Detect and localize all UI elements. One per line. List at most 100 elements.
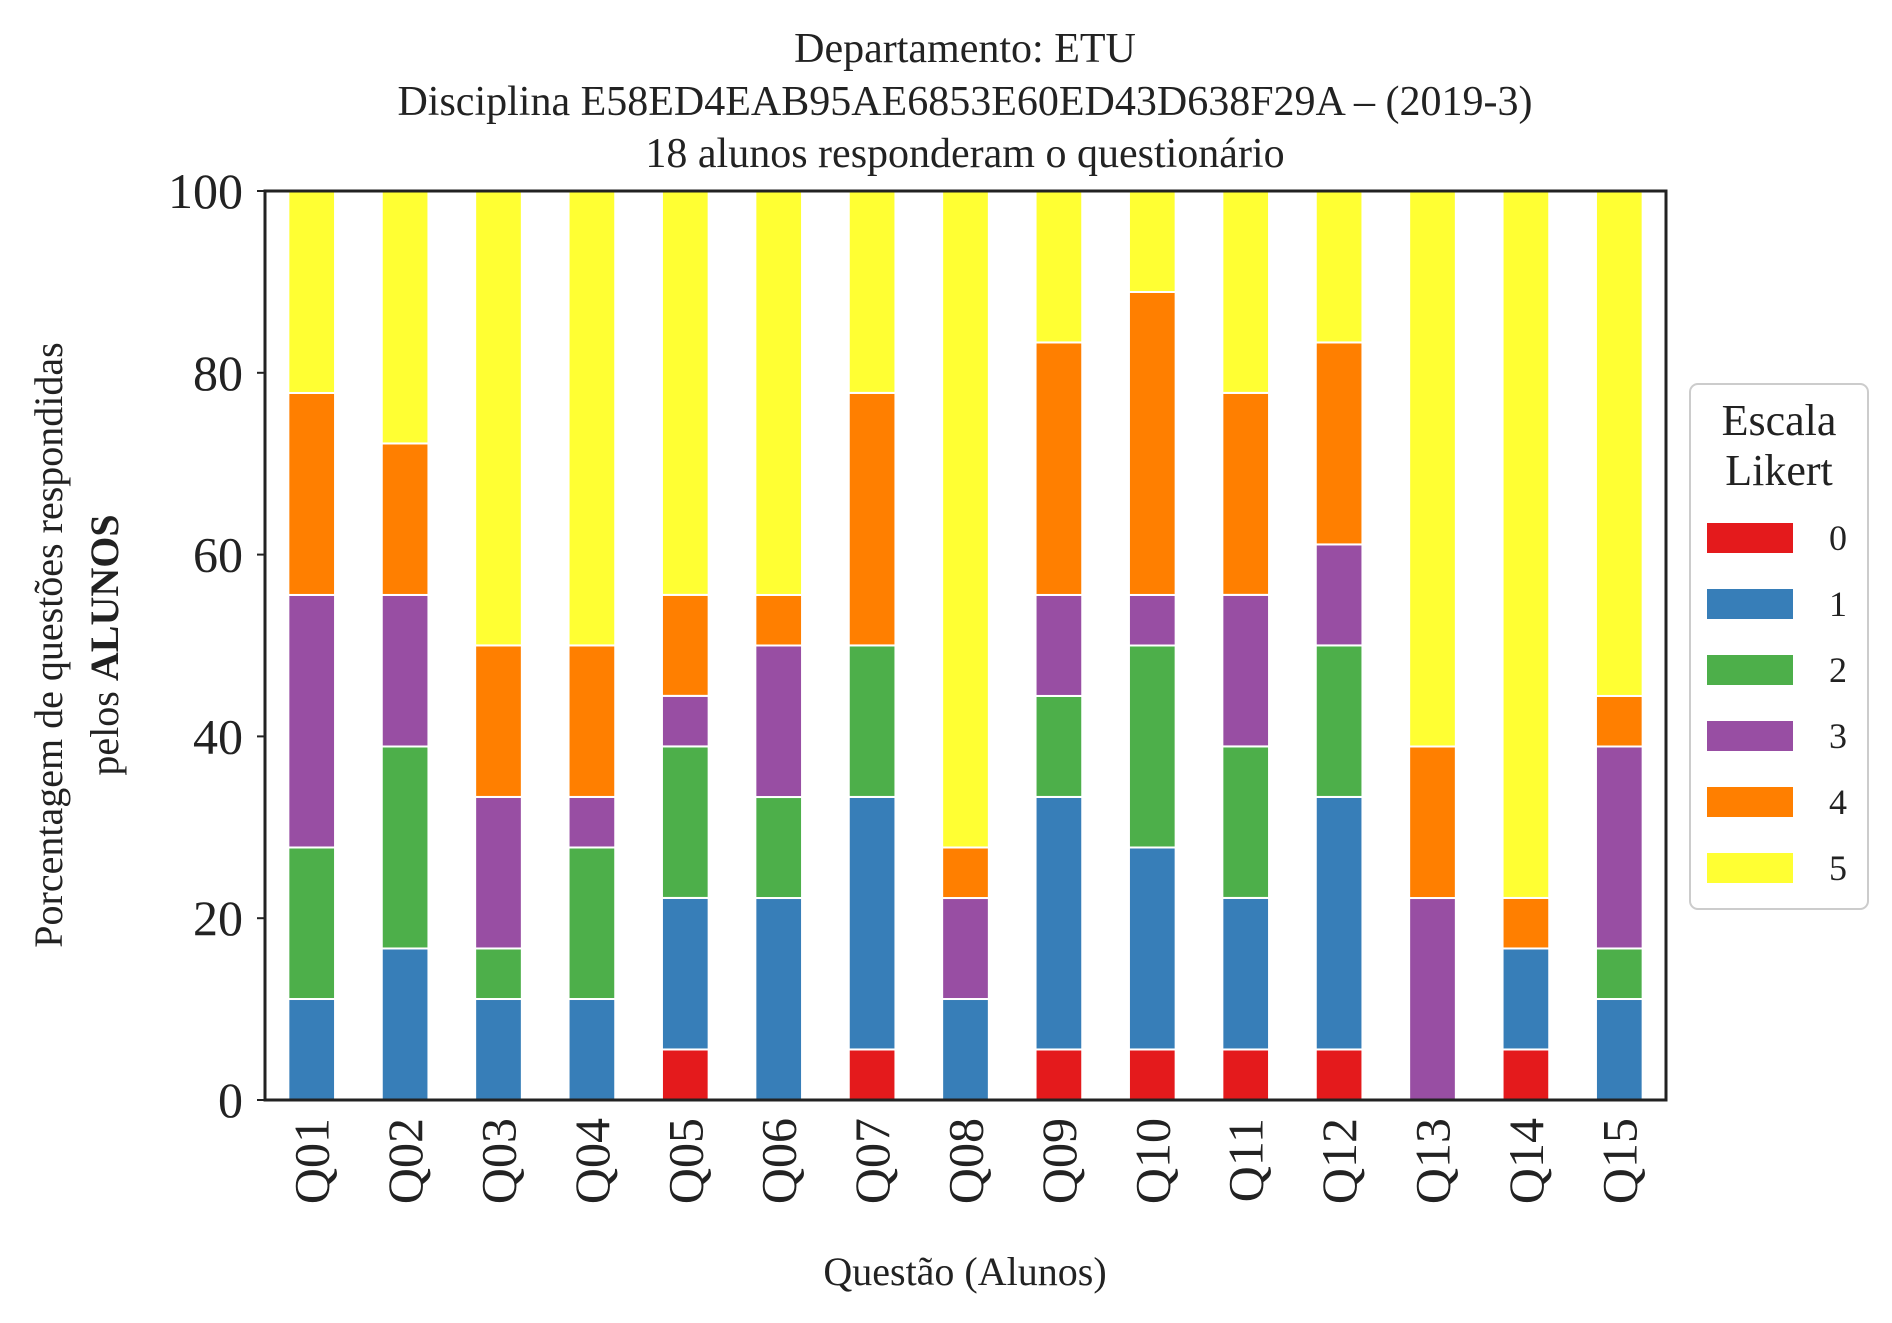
bar-Q08-scale-4 <box>941 846 990 900</box>
plot-frame <box>263 189 1668 1102</box>
bar-Q14-scale-4 <box>1501 896 1551 950</box>
chart-title: Departamento: ETU Disciplina E58ED4EAB95… <box>397 26 1532 177</box>
bar-Q10-scale-0 <box>1127 1048 1177 1101</box>
bar-Q12-scale-3 <box>1314 543 1364 647</box>
bar-Q13-scale-3 <box>1408 897 1457 1101</box>
bar-Q11-scale-4 <box>1221 391 1271 596</box>
y-axis-ticks: 0 20 40 60 80 100 <box>168 163 265 1128</box>
bar-Q09-scale-2 <box>1034 694 1084 798</box>
chart-title-line-1: Departamento: ETU <box>794 26 1136 72</box>
bar-Q09-scale-5 <box>1034 189 1084 344</box>
legend: Escala Likert 0 1 2 3 4 5 <box>1689 383 1869 910</box>
bar-Q06-scale-1 <box>754 897 804 1101</box>
bar-Q15-scale-1 <box>1594 998 1644 1101</box>
legend-label-0: 0 <box>1829 518 1847 558</box>
chart-title-line-3: 18 alunos responderam o questionário <box>645 131 1284 177</box>
bar-Q06-scale-5 <box>754 190 804 596</box>
bar-Q10-scale-1 <box>1127 846 1177 1051</box>
x-tick-label: Q07 <box>844 1118 900 1204</box>
bar-Q05-scale-5 <box>660 189 710 596</box>
bar-Q12-scale-0 <box>1314 1048 1364 1101</box>
legend-swatch-5 <box>1707 853 1793 883</box>
bar-Q09-scale-4 <box>1034 341 1084 596</box>
bar-Q03-scale-1 <box>474 998 523 1101</box>
bar-Q09-scale-0 <box>1034 1048 1084 1101</box>
bar-Q01-scale-4 <box>287 391 337 596</box>
bar-Q02-scale-2 <box>380 745 430 950</box>
bar-Q07-scale-2 <box>847 644 897 798</box>
bar-Q03-scale-4 <box>474 644 523 798</box>
bar-Q02-scale-3 <box>380 593 430 748</box>
bar-Q01-scale-3 <box>287 593 337 849</box>
bar-Q14-scale-1 <box>1501 947 1551 1051</box>
y-axis-label-prefix: pelos <box>82 681 127 775</box>
y-axis-label: Porcentagem de questões respondidas pelo… <box>26 342 127 947</box>
y-tick-label: 100 <box>168 163 243 219</box>
x-tick-label: Q13 <box>1405 1118 1461 1204</box>
bar-Q08-scale-3 <box>941 897 990 1001</box>
bar-Q15-scale-5 <box>1594 189 1644 697</box>
bar-Q06-scale-2 <box>754 796 804 900</box>
bar-Q12-scale-4 <box>1314 341 1364 546</box>
legend-label-3: 3 <box>1829 716 1847 756</box>
bar-Q06-scale-4 <box>754 593 804 647</box>
bar-Q07-scale-4 <box>847 391 897 647</box>
legend-label-5: 5 <box>1829 848 1847 888</box>
bar-Q07-scale-5 <box>847 189 897 394</box>
y-axis-label-line-1: Porcentagem de questões respondidas <box>26 342 71 947</box>
x-tick-label: Q12 <box>1311 1118 1367 1204</box>
legend-swatch-3 <box>1707 721 1793 751</box>
x-tick-label: Q09 <box>1031 1118 1087 1204</box>
x-axis-ticks: Q01 Q02 Q03 Q04 Q05 Q06 Q07 Q08 Q09 Q10 Q11 Q12 Q13 Q… <box>284 1118 1648 1204</box>
bar-Q08-scale-5 <box>941 190 990 849</box>
bar-Q10-scale-2 <box>1127 644 1177 849</box>
legend-items: 0 1 2 3 4 5 <box>1707 518 1847 888</box>
bar-Q10-scale-4 <box>1127 290 1177 596</box>
bar-Q15-scale-2 <box>1594 947 1644 1001</box>
bar-Q07-scale-1 <box>847 795 897 1051</box>
x-tick-label: Q03 <box>471 1118 527 1204</box>
legend-label-1: 1 <box>1829 584 1847 624</box>
y-axis-label-bold: ALUNOS <box>82 514 127 681</box>
y-tick-label: 60 <box>193 527 243 583</box>
y-tick-label: 20 <box>193 890 243 946</box>
bar-Q11-scale-1 <box>1221 896 1271 1051</box>
legend-title-line-1: Escala <box>1722 396 1837 445</box>
x-tick-label: Q06 <box>751 1118 807 1204</box>
bar-Q11-scale-3 <box>1221 593 1271 748</box>
bar-Q15-scale-4 <box>1594 694 1644 748</box>
y-axis-label-line-2: pelos ALUNOS <box>82 514 127 775</box>
bar-Q12-scale-1 <box>1314 795 1364 1051</box>
y-tick-label: 40 <box>193 708 243 764</box>
legend-box <box>1689 383 1869 910</box>
bar-Q10-scale-5 <box>1127 190 1177 293</box>
bar-Q03-scale-3 <box>474 795 523 950</box>
x-tick-label: Q14 <box>1498 1118 1554 1204</box>
legend-swatch-1 <box>1707 589 1793 619</box>
bar-Q04-scale-1 <box>567 998 617 1101</box>
x-tick-label: Q01 <box>284 1118 340 1204</box>
legend-swatch-0 <box>1707 523 1793 553</box>
x-tick-label: Q04 <box>564 1118 620 1204</box>
legend-swatch-2 <box>1707 655 1793 685</box>
bar-Q04-scale-4 <box>567 644 617 798</box>
x-tick-label: Q08 <box>938 1118 994 1204</box>
bar-Q11-scale-0 <box>1221 1048 1271 1101</box>
bar-Q05-scale-2 <box>660 745 710 899</box>
bar-Q04-scale-5 <box>567 189 617 647</box>
x-axis-label: Questão (Alunos) <box>823 1249 1106 1294</box>
bar-Q07-scale-0 <box>847 1048 897 1101</box>
x-tick-label: Q02 <box>377 1118 433 1204</box>
chart-title-line-2: Disciplina E58ED4EAB95AE6853E60ED43D638F… <box>397 79 1532 125</box>
bar-Q02-scale-5 <box>380 189 430 445</box>
bar-Q04-scale-2 <box>567 846 617 1001</box>
bar-Q01-scale-2 <box>287 846 337 1001</box>
legend-title-line-2: Likert <box>1725 446 1833 495</box>
y-tick-label: 80 <box>193 345 243 401</box>
bar-Q10-scale-3 <box>1127 593 1177 647</box>
legend-label-4: 4 <box>1829 782 1847 822</box>
bar-Q12-scale-5 <box>1314 189 1364 344</box>
bar-Q13-scale-4 <box>1408 745 1457 900</box>
bar-Q12-scale-2 <box>1314 644 1364 798</box>
